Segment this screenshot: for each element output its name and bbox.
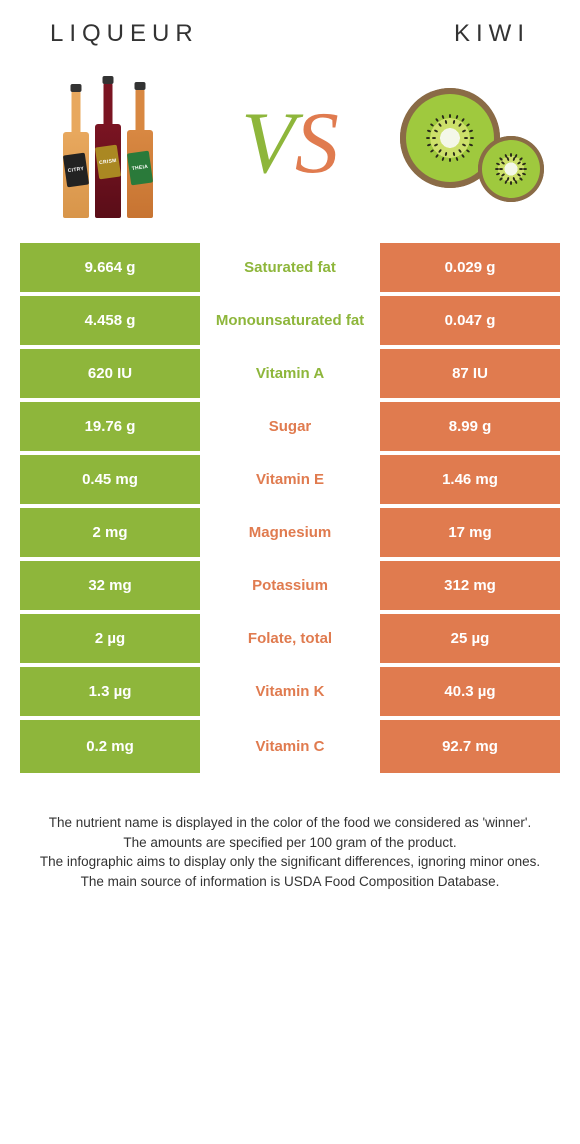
table-row: 4.458 gMonounsaturated fat0.047 g	[20, 296, 560, 349]
bottle-label-2: CRISM	[95, 145, 121, 180]
kiwi-value: 25 µg	[380, 614, 560, 663]
vs-s: S	[295, 95, 339, 192]
title-right: KIWI	[454, 20, 530, 48]
kiwi-value: 92.7 mg	[380, 720, 560, 773]
table-row: 9.664 gSaturated fat0.029 g	[20, 243, 560, 296]
footer-notes: The nutrient name is displayed in the co…	[30, 813, 550, 891]
liqueur-value: 0.45 mg	[20, 455, 200, 504]
title-left: LIQUEUR	[50, 20, 199, 48]
kiwi-value: 1.46 mg	[380, 455, 560, 504]
footer-line: The nutrient name is displayed in the co…	[30, 813, 550, 833]
liqueur-illustration: CITRY CRISM THEIA	[40, 68, 180, 218]
liqueur-value: 9.664 g	[20, 243, 200, 292]
footer-line: The main source of information is USDA F…	[30, 872, 550, 892]
table-row: 19.76 gSugar8.99 g	[20, 402, 560, 455]
nutrient-label: Sugar	[200, 402, 380, 451]
liqueur-value: 4.458 g	[20, 296, 200, 345]
footer-line: The infographic aims to display only the…	[30, 852, 550, 872]
vs-label: VS	[241, 93, 339, 194]
kiwi-value: 87 IU	[380, 349, 560, 398]
kiwi-value: 312 mg	[380, 561, 560, 610]
liqueur-value: 1.3 µg	[20, 667, 200, 716]
liqueur-value: 32 mg	[20, 561, 200, 610]
vs-v: V	[241, 95, 295, 192]
bottle-label-3: THEIA	[127, 151, 153, 186]
kiwi-illustration	[400, 68, 540, 218]
table-row: 2 µgFolate, total25 µg	[20, 614, 560, 667]
nutrient-label: Saturated fat	[200, 243, 380, 292]
liqueur-value: 2 mg	[20, 508, 200, 557]
liqueur-value: 19.76 g	[20, 402, 200, 451]
nutrient-table: 9.664 gSaturated fat0.029 g4.458 gMonoun…	[20, 243, 560, 773]
liqueur-value: 2 µg	[20, 614, 200, 663]
kiwi-value: 8.99 g	[380, 402, 560, 451]
hero-row: CITRY CRISM THEIA VS	[0, 58, 580, 243]
kiwi-value: 40.3 µg	[380, 667, 560, 716]
table-row: 2 mgMagnesium17 mg	[20, 508, 560, 561]
footer-line: The amounts are specified per 100 gram o…	[30, 833, 550, 853]
liqueur-value: 620 IU	[20, 349, 200, 398]
nutrient-label: Monounsaturated fat	[200, 296, 380, 345]
title-row: LIQUEUR KIWI	[0, 0, 580, 58]
table-row: 0.2 mgVitamin C92.7 mg	[20, 720, 560, 773]
nutrient-label: Magnesium	[200, 508, 380, 557]
table-row: 0.45 mgVitamin E1.46 mg	[20, 455, 560, 508]
nutrient-label: Folate, total	[200, 614, 380, 663]
bottle-label-1: CITRY	[63, 153, 89, 188]
nutrient-label: Vitamin E	[200, 455, 380, 504]
nutrient-label: Vitamin K	[200, 667, 380, 716]
table-row: 32 mgPotassium312 mg	[20, 561, 560, 614]
kiwi-value: 17 mg	[380, 508, 560, 557]
table-row: 1.3 µgVitamin K40.3 µg	[20, 667, 560, 720]
table-row: 620 IUVitamin A87 IU	[20, 349, 560, 402]
nutrient-label: Potassium	[200, 561, 380, 610]
kiwi-value: 0.029 g	[380, 243, 560, 292]
nutrient-label: Vitamin C	[200, 720, 380, 773]
liqueur-value: 0.2 mg	[20, 720, 200, 773]
kiwi-value: 0.047 g	[380, 296, 560, 345]
nutrient-label: Vitamin A	[200, 349, 380, 398]
